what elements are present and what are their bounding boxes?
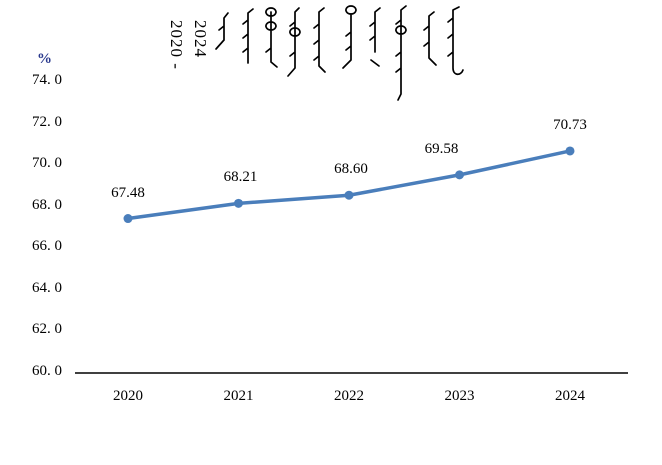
x-axis-tick-label: 2022 [334, 388, 364, 404]
mongolian-script-word [342, 5, 357, 69]
mongolian-script-word [287, 7, 301, 77]
y-axis-unit-label: % [37, 51, 52, 67]
y-axis-tick-label: 74. 0 [32, 72, 62, 88]
data-point-label: 68.60 [334, 161, 368, 178]
mongolian-script-word [369, 7, 381, 67]
x-axis-tick-label: 2021 [223, 388, 254, 404]
x-axis-tick-label: 2023 [444, 388, 475, 404]
mongolian-script-word [395, 5, 407, 101]
x-axis-tick-label: 2024 [555, 388, 585, 404]
title-year-range-line2: 2024 [191, 20, 210, 58]
data-point-label: 69.58 [424, 140, 459, 157]
mongolian-script-word [447, 6, 464, 76]
data-point-marker [455, 170, 464, 180]
mongolian-script-word [423, 11, 437, 66]
y-axis-tick-label: 60. 0 [32, 363, 62, 379]
x-axis-tick-label: 2020 [113, 388, 143, 404]
data-point-label: 68.21 [223, 169, 258, 186]
mongolian-script-word [215, 12, 229, 50]
y-axis-tick-label: 62. 0 [32, 321, 62, 338]
title-year-range-line1: 2020 - [167, 20, 186, 70]
y-axis-tick-label: 70. 0 [32, 155, 62, 172]
mongolian-script-title [215, 5, 464, 101]
mongolian-script-word [313, 7, 326, 73]
data-point-label: 70.73 [553, 116, 587, 133]
mongolian-script-word [265, 7, 278, 68]
data-point-marker [234, 198, 243, 208]
y-axis-tick-label: 68. 0 [32, 196, 62, 213]
y-axis-tick-label: 64. 0 [32, 279, 62, 296]
mongolian-script-word [242, 8, 254, 64]
data-point-marker [565, 146, 575, 156]
y-axis-tick-label: 72. 0 [32, 113, 62, 130]
data-point-label: 67.48 [111, 184, 145, 201]
y-axis-tick-label: 66. 0 [32, 238, 62, 255]
data-point-marker [344, 190, 354, 200]
x-axis-line [75, 372, 628, 374]
data-point-marker [123, 214, 133, 224]
